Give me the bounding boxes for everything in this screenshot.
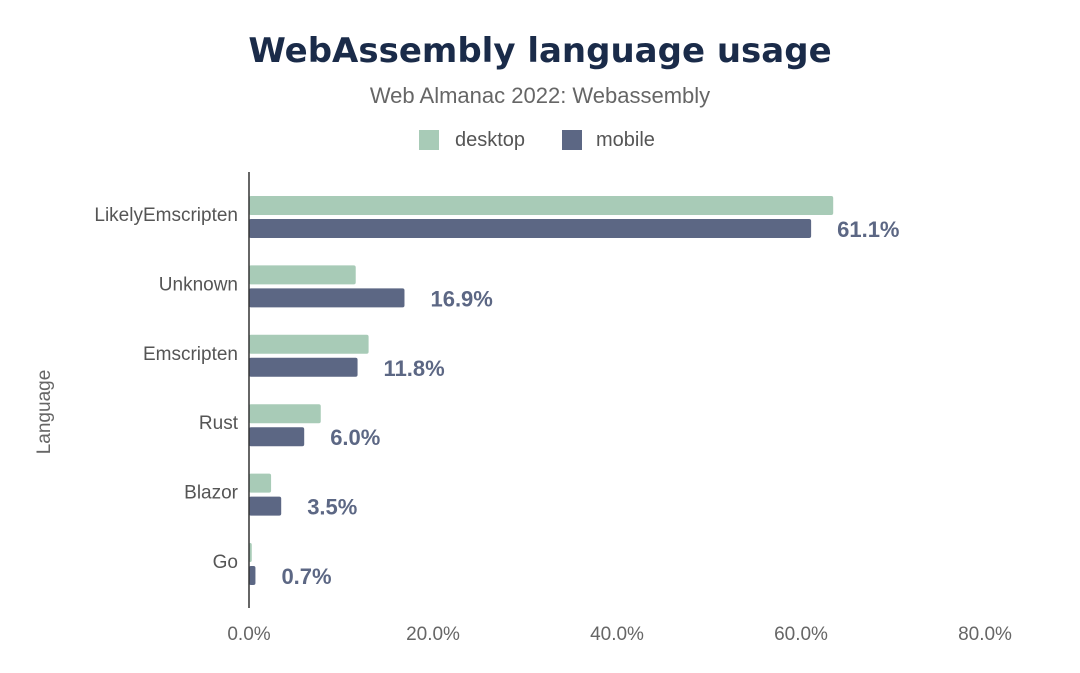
category-labels: LikelyEmscripten Unknown Emscripten Rust Bla… (94, 205, 238, 573)
bar-desktop-likelyemscripten (249, 196, 834, 215)
chart-subtitle: Web Almanac 2022: Webassembly (370, 83, 710, 108)
x-tick-label-80: 80.0% (958, 624, 1012, 645)
bar-mobile-emscripten (249, 357, 358, 377)
data-label-unknown: 16.9% (430, 286, 492, 311)
data-label-blazor: 3.5% (307, 495, 357, 520)
bar-mobile-rust (249, 427, 305, 447)
bars (249, 196, 834, 585)
x-tick-labels: 0.0% 20.0% 40.0% 60.0% 80.0% (227, 624, 1012, 645)
bar-mobile-blazor (249, 496, 282, 516)
bar-mobile-go (249, 566, 256, 585)
data-label-likelyemscripten: 61.1% (837, 217, 899, 242)
data-labels: 61.1% 16.9% 11.8% 6.0% 3.5% 0.7% (281, 217, 899, 589)
category-label-go: Go (213, 552, 238, 573)
data-label-emscripten: 11.8% (384, 356, 445, 381)
data-label-rust: 6.0% (330, 425, 380, 450)
legend-label-desktop: desktop (455, 129, 525, 151)
bar-mobile-unknown (249, 288, 405, 308)
x-tick-label-40: 40.0% (590, 624, 644, 645)
legend-swatch-desktop (419, 130, 439, 150)
category-label-blazor: Blazor (184, 483, 239, 504)
bar-desktop-unknown (249, 265, 356, 285)
chart-title: WebAssembly language usage (248, 31, 831, 71)
bar-desktop-rust (249, 404, 321, 424)
legend-swatch-mobile (562, 130, 582, 150)
data-label-go: 0.7% (281, 564, 331, 589)
category-label-emscripten: Emscripten (143, 344, 238, 365)
legend-label-mobile: mobile (596, 129, 655, 151)
category-label-likelyemscripten: LikelyEmscripten (94, 205, 238, 226)
category-label-unknown: Unknown (159, 274, 238, 295)
bar-desktop-emscripten (249, 334, 369, 354)
x-tick-label-20: 20.0% (406, 624, 460, 645)
y-axis-title: Language (34, 370, 55, 455)
bar-mobile-likelyemscripten (249, 219, 812, 238)
category-label-rust: Rust (199, 413, 239, 434)
x-tick-label-60: 60.0% (774, 624, 828, 645)
legend: desktop mobile (419, 129, 655, 151)
bar-desktop-blazor (249, 473, 272, 493)
x-tick-label-0: 0.0% (227, 624, 270, 645)
